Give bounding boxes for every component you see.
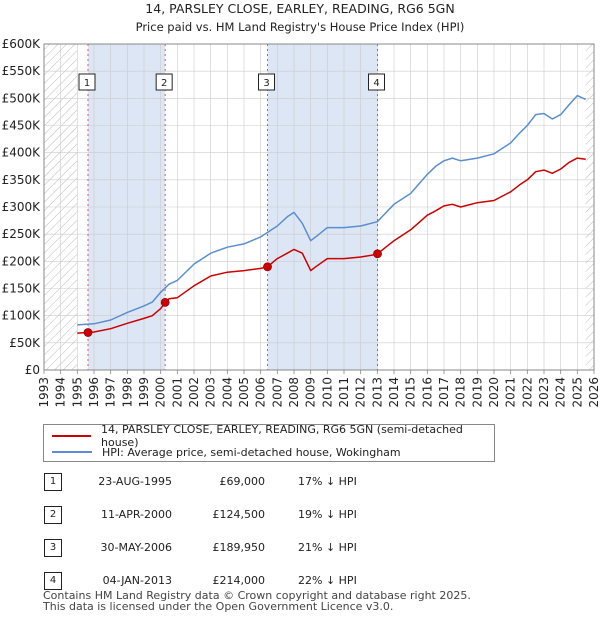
sale-row: 2 11-APR-2000 £124,500 19% ↓ HPI bbox=[40, 505, 560, 525]
y-tick-label: £350K bbox=[2, 173, 42, 187]
legend-label-property: 14, PARSLEY CLOSE, EARLEY, READING, RG6 … bbox=[101, 423, 463, 449]
footer-copyright: Contains HM Land Registry data © Crown c… bbox=[43, 589, 471, 602]
sale-hpi-diff: 17% ↓ HPI bbox=[298, 475, 357, 488]
footer: Contains HM Land Registry data © Crown c… bbox=[43, 590, 471, 612]
x-tick-label: 1998 bbox=[120, 377, 134, 408]
x-tick-label: 2016 bbox=[420, 377, 434, 408]
y-tick-label: £150K bbox=[2, 282, 42, 296]
sale-price: £189,950 bbox=[212, 541, 266, 554]
x-tick-label: 2021 bbox=[504, 377, 518, 408]
y-tick-label: £400K bbox=[2, 146, 42, 160]
sale-date: 23-AUG-1995 bbox=[98, 475, 172, 488]
sale-row: 4 04-JAN-2013 £214,000 22% ↓ HPI bbox=[40, 571, 560, 591]
x-tick-label: 2018 bbox=[454, 377, 468, 408]
x-tick-label: 2011 bbox=[337, 377, 351, 408]
sale-hpi-diff: 19% ↓ HPI bbox=[298, 508, 357, 521]
x-tick-label: 2013 bbox=[370, 377, 384, 408]
x-tick-label: 2003 bbox=[204, 377, 218, 408]
legend-swatch-property bbox=[52, 435, 92, 437]
sale-row: 1 23-AUG-1995 £69,000 17% ↓ HPI bbox=[40, 472, 560, 492]
sale-point bbox=[83, 328, 93, 337]
y-tick-label: £100K bbox=[2, 309, 42, 323]
x-tick-label: 2022 bbox=[520, 377, 534, 408]
y-tick-label: £600K bbox=[2, 37, 42, 51]
x-tick-label: 2015 bbox=[404, 377, 418, 408]
x-tick-label: 2008 bbox=[287, 377, 301, 408]
sale-price: £214,000 bbox=[212, 574, 266, 587]
x-tick-label: 2014 bbox=[387, 377, 401, 408]
price-chart: 14, PARSLEY CLOSE, EARLEY, READING, RG6 … bbox=[2, 1, 600, 408]
y-tick-label: £450K bbox=[2, 119, 42, 133]
x-tick-label: 2024 bbox=[554, 377, 568, 408]
sale-marker-box bbox=[258, 73, 275, 91]
y-tick-label: £0 bbox=[25, 363, 40, 377]
sale-hpi-diff: 21% ↓ HPI bbox=[298, 541, 357, 554]
x-tick-label: 2023 bbox=[537, 377, 551, 408]
y-tick-label: £200K bbox=[2, 254, 42, 268]
chart-subtitle: Price paid vs. HM Land Registry's House … bbox=[136, 20, 465, 34]
x-tick-label: 2010 bbox=[320, 377, 334, 408]
x-tick-label: 2001 bbox=[170, 377, 184, 408]
sale-marker-box bbox=[368, 73, 385, 91]
sale-marker-box bbox=[155, 73, 173, 91]
sale-price: £69,000 bbox=[219, 475, 266, 488]
sale-date: 30-MAY-2006 bbox=[100, 541, 172, 554]
sale-row: 3 30-MAY-2006 £189,950 21% ↓ HPI bbox=[40, 538, 560, 558]
x-tick-label: 1997 bbox=[104, 377, 118, 408]
sale-price: £124,500 bbox=[212, 508, 266, 521]
y-tick-label: £250K bbox=[2, 227, 42, 241]
sale-marker-label: 3 bbox=[263, 78, 269, 89]
x-tick-label: 2006 bbox=[254, 377, 268, 408]
x-tick-label: 1994 bbox=[54, 377, 68, 408]
chart-title: 14, PARSLEY CLOSE, EARLEY, READING, RG6 … bbox=[145, 1, 454, 16]
x-tick-label: 2007 bbox=[270, 377, 284, 408]
x-tick-label: 2019 bbox=[470, 377, 484, 408]
y-tick-label: £50K bbox=[9, 336, 41, 350]
y-tick-label: £300K bbox=[2, 200, 42, 214]
sale-marker-box bbox=[78, 73, 96, 91]
sale-marker-label: 4 bbox=[373, 78, 379, 89]
legend-swatch-hpi bbox=[52, 451, 92, 453]
y-tick-label: £500K bbox=[2, 91, 42, 105]
plot-border bbox=[43, 43, 595, 371]
sale-point bbox=[263, 262, 272, 272]
x-tick-label: 2017 bbox=[437, 377, 451, 408]
footer-licence: This data is licensed under the Open Gov… bbox=[43, 600, 394, 613]
sale-number: 2 bbox=[44, 506, 62, 524]
sale-point bbox=[373, 249, 382, 259]
x-tick-label: 1996 bbox=[87, 377, 101, 408]
legend-item-property: 14, PARSLEY CLOSE, EARLEY, READING, RG6 … bbox=[52, 423, 494, 449]
sale-hpi-diff: 22% ↓ HPI bbox=[298, 574, 357, 587]
sale-marker-label: 2 bbox=[161, 78, 167, 89]
sale-number: 1 bbox=[44, 473, 62, 491]
x-tick-label: 2005 bbox=[237, 377, 251, 408]
legend-label-hpi: HPI: Average price, semi-detached house,… bbox=[102, 445, 401, 459]
legend: 14, PARSLEY CLOSE, EARLEY, READING, RG6 … bbox=[43, 423, 495, 462]
hpi-line bbox=[77, 94, 587, 326]
x-tick-label: 1999 bbox=[137, 377, 151, 408]
x-tick-label: 2009 bbox=[304, 377, 318, 408]
sale-number: 4 bbox=[44, 572, 62, 590]
x-tick-label: 2025 bbox=[570, 377, 584, 408]
x-tick-label: 2004 bbox=[220, 377, 234, 408]
legend-item-hpi: HPI: Average price, semi-detached house,… bbox=[52, 444, 401, 460]
sale-date: 11-APR-2000 bbox=[100, 508, 172, 521]
x-tick-label: 2000 bbox=[154, 377, 168, 408]
x-tick-label: 2002 bbox=[187, 377, 201, 408]
x-tick-label: 1993 bbox=[37, 377, 51, 408]
sale-point bbox=[160, 297, 170, 307]
x-tick-label: 1995 bbox=[70, 377, 84, 408]
sale-marker-label: 1 bbox=[84, 78, 90, 89]
sale-date: 04-JAN-2013 bbox=[102, 574, 172, 587]
x-tick-label: 2012 bbox=[354, 377, 368, 408]
x-tick-label: 2020 bbox=[487, 377, 501, 408]
y-tick-label: £550K bbox=[2, 64, 42, 78]
sale-number: 3 bbox=[44, 539, 62, 557]
x-tick-label: 2026 bbox=[587, 377, 600, 408]
